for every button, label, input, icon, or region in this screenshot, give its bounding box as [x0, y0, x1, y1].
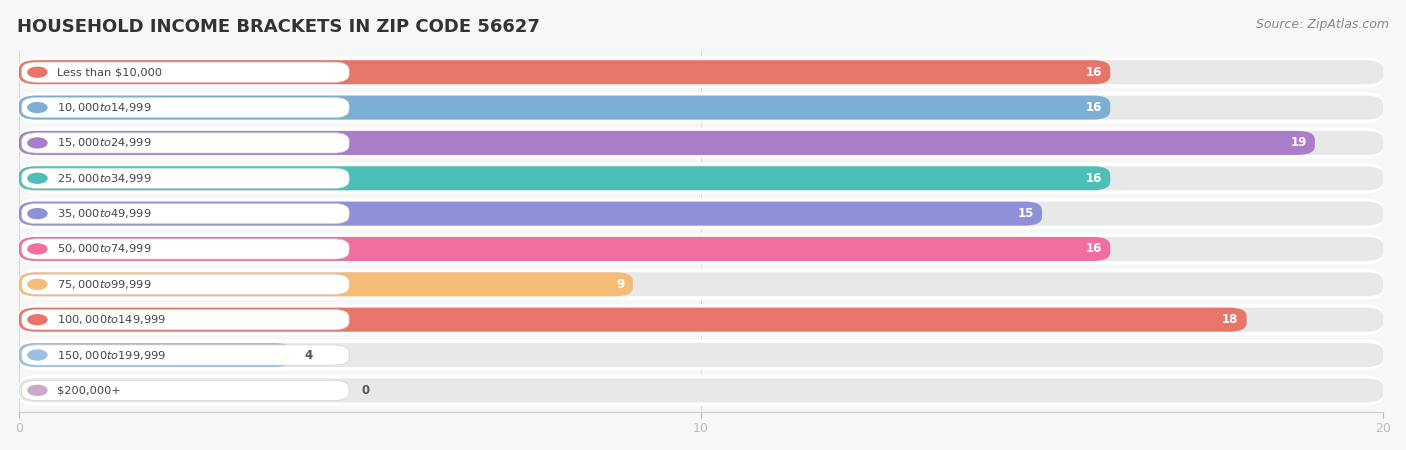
FancyBboxPatch shape: [21, 98, 349, 117]
Text: 19: 19: [1291, 136, 1306, 149]
FancyBboxPatch shape: [20, 60, 1111, 84]
Text: 18: 18: [1222, 313, 1239, 326]
Circle shape: [28, 385, 46, 395]
FancyBboxPatch shape: [20, 57, 1384, 88]
Text: $15,000 to $24,999: $15,000 to $24,999: [58, 136, 152, 149]
FancyBboxPatch shape: [20, 198, 1384, 229]
FancyBboxPatch shape: [20, 269, 1384, 300]
Circle shape: [28, 315, 46, 324]
FancyBboxPatch shape: [21, 380, 349, 400]
FancyBboxPatch shape: [21, 310, 349, 330]
FancyBboxPatch shape: [20, 343, 292, 367]
Text: $25,000 to $34,999: $25,000 to $34,999: [58, 172, 152, 185]
FancyBboxPatch shape: [20, 92, 1384, 123]
Text: Source: ZipAtlas.com: Source: ZipAtlas.com: [1256, 18, 1389, 31]
Text: Less than $10,000: Less than $10,000: [58, 67, 162, 77]
Text: 16: 16: [1085, 172, 1102, 185]
FancyBboxPatch shape: [20, 166, 1384, 190]
FancyBboxPatch shape: [20, 308, 1247, 332]
FancyBboxPatch shape: [20, 166, 1111, 190]
FancyBboxPatch shape: [20, 304, 1384, 335]
FancyBboxPatch shape: [20, 234, 1384, 265]
FancyBboxPatch shape: [20, 60, 1384, 84]
FancyBboxPatch shape: [20, 95, 1384, 120]
Text: 4: 4: [304, 348, 312, 361]
Text: $50,000 to $74,999: $50,000 to $74,999: [58, 243, 152, 256]
FancyBboxPatch shape: [21, 168, 349, 189]
Text: 16: 16: [1085, 66, 1102, 79]
Circle shape: [28, 138, 46, 148]
FancyBboxPatch shape: [20, 131, 1315, 155]
FancyBboxPatch shape: [20, 375, 1384, 406]
Circle shape: [28, 279, 46, 289]
Text: $75,000 to $99,999: $75,000 to $99,999: [58, 278, 152, 291]
FancyBboxPatch shape: [21, 62, 349, 82]
FancyBboxPatch shape: [20, 378, 1384, 402]
FancyBboxPatch shape: [21, 274, 349, 294]
FancyBboxPatch shape: [21, 345, 349, 365]
FancyBboxPatch shape: [20, 95, 1111, 120]
Circle shape: [28, 209, 46, 219]
Text: $200,000+: $200,000+: [58, 385, 121, 396]
FancyBboxPatch shape: [20, 308, 1384, 332]
FancyBboxPatch shape: [20, 272, 633, 297]
FancyBboxPatch shape: [21, 133, 349, 153]
Text: $100,000 to $149,999: $100,000 to $149,999: [58, 313, 166, 326]
FancyBboxPatch shape: [20, 237, 1384, 261]
Circle shape: [28, 103, 46, 112]
FancyBboxPatch shape: [20, 131, 1384, 155]
FancyBboxPatch shape: [20, 339, 1384, 371]
FancyBboxPatch shape: [21, 203, 349, 224]
Text: 9: 9: [616, 278, 624, 291]
Circle shape: [28, 350, 46, 360]
FancyBboxPatch shape: [20, 163, 1384, 194]
Text: 0: 0: [361, 384, 370, 397]
FancyBboxPatch shape: [20, 202, 1042, 225]
FancyBboxPatch shape: [20, 202, 1384, 225]
Text: 15: 15: [1018, 207, 1033, 220]
Text: 16: 16: [1085, 101, 1102, 114]
Text: $35,000 to $49,999: $35,000 to $49,999: [58, 207, 152, 220]
Text: $150,000 to $199,999: $150,000 to $199,999: [58, 348, 166, 361]
FancyBboxPatch shape: [20, 127, 1384, 158]
FancyBboxPatch shape: [21, 239, 349, 259]
FancyBboxPatch shape: [20, 343, 1384, 367]
FancyBboxPatch shape: [20, 237, 1111, 261]
Text: 16: 16: [1085, 243, 1102, 256]
Circle shape: [28, 67, 46, 77]
Circle shape: [28, 244, 46, 254]
Text: $10,000 to $14,999: $10,000 to $14,999: [58, 101, 152, 114]
Circle shape: [28, 173, 46, 183]
FancyBboxPatch shape: [20, 272, 1384, 297]
Text: HOUSEHOLD INCOME BRACKETS IN ZIP CODE 56627: HOUSEHOLD INCOME BRACKETS IN ZIP CODE 56…: [17, 18, 540, 36]
